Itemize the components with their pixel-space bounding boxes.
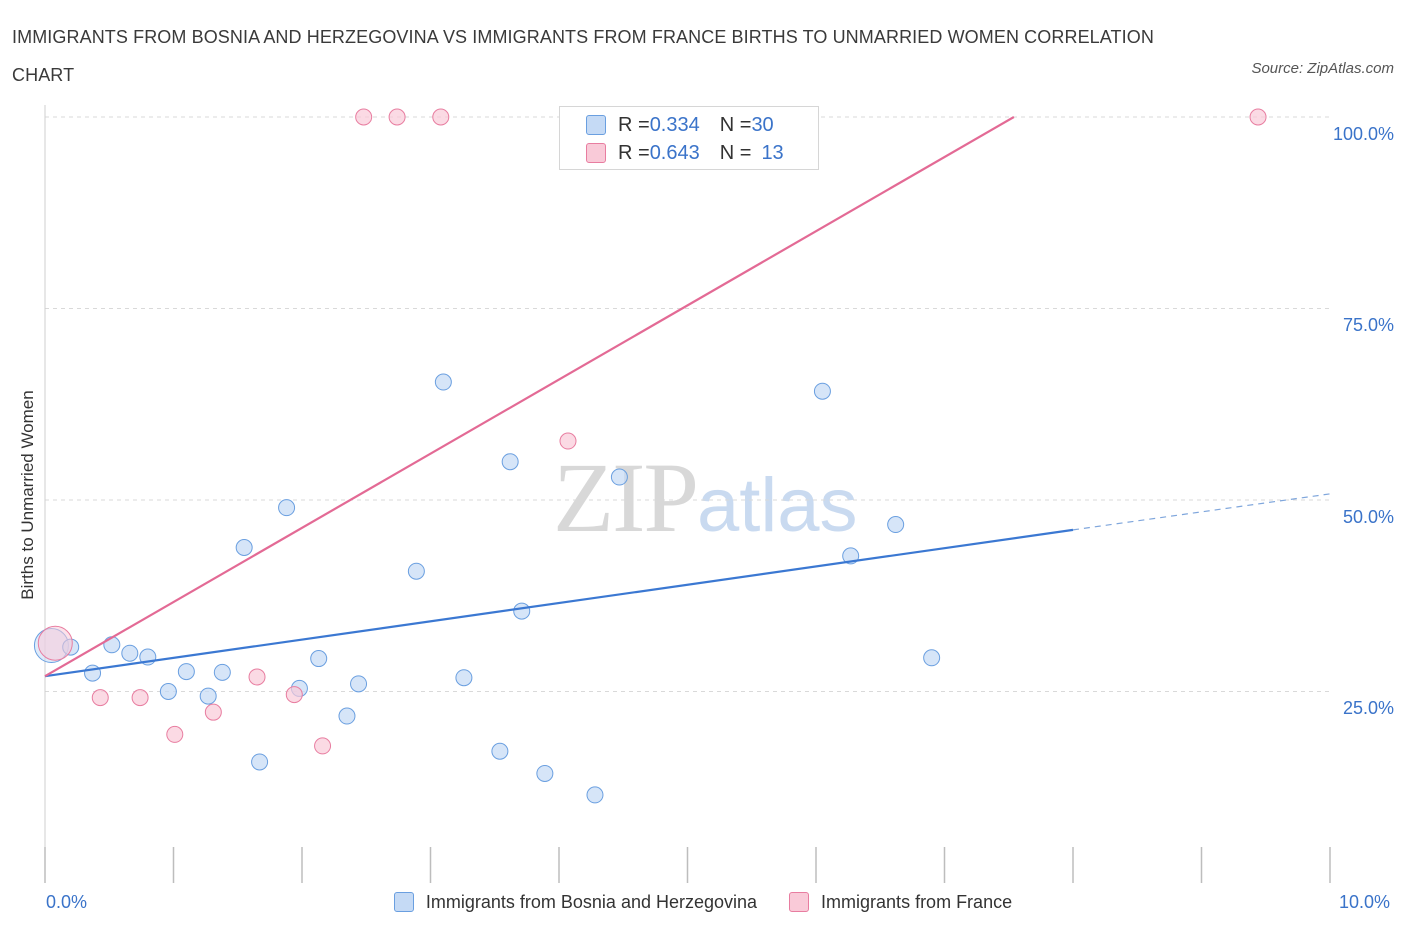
france-point-4 [204,703,222,721]
legend-n-label: N = [719,113,752,136]
legend-r-label: R = [618,113,650,136]
france-point-7 [314,737,332,755]
france-point-12 [1249,108,1267,126]
bosnia-point-16 [350,675,368,693]
series-legend: Immigrants from Bosnia and Herzegovina I… [0,888,1406,916]
watermark-zip: ZIP [553,442,699,553]
bosnia-trend-extension [1072,493,1331,531]
bosnia-point-28 [887,516,905,534]
watermark: ZIPatlas [553,440,858,555]
france-point-0 [37,625,73,661]
france-point-8 [355,108,373,126]
bosnia-point-12 [278,499,296,517]
legend-r-label: R = [618,141,650,164]
france-point-5 [248,668,266,686]
bosnia-point-22 [513,602,531,620]
source-note: Source: ZipAtlas.com [1251,60,1394,77]
legend-n-label: N = [719,141,752,164]
france-trend-line [44,116,1015,678]
x-tick-label-min: 0.0% [46,892,88,912]
bosnia-point-9 [213,663,231,681]
y-tick-label-50: 50.0% [1342,507,1394,527]
france-point-11 [559,432,577,450]
y-tick-label-75: 75.0% [1342,315,1394,335]
bosnia-point-15 [338,707,356,725]
x-tick-label-max: 10.0% [1339,892,1391,912]
y-tick-label-25: 25.0% [1342,698,1394,718]
y-tick-label-100: 100.0% [1332,124,1394,144]
series-legend-bosnia: Immigrants from Bosnia and Herzegovina [393,888,758,916]
france-point-3 [166,725,184,743]
watermark-atlas: atlas [697,463,858,548]
france-point-6 [285,686,303,704]
series-legend-france: Immigrants from France [789,888,1012,916]
chart-title: IMMIGRANTS FROM BOSNIA AND HERZEGOVINA V… [12,27,1154,85]
bosnia-point-21 [501,453,519,471]
bosnia-point-14 [310,650,328,668]
legend-row-bosnia: R = 0.334 N = 30 [586,113,774,137]
bosnia-trend-line [44,528,1074,678]
bosnia-point-26 [813,382,831,400]
bosnia-point-23 [536,764,554,782]
bosnia-point-3 [103,636,121,654]
legend-r-value: 0.643 [649,141,700,164]
legend-swatch-bosnia [586,115,606,135]
bosnia-point-11 [251,753,269,771]
france-point-2 [131,689,149,707]
bosnia-point-29 [923,649,941,667]
bosnia-point-8 [199,687,217,705]
legend-n-value: 30 [751,113,774,136]
france-point-1 [91,689,109,707]
france-point-9 [388,108,406,126]
bosnia-point-20 [491,742,509,760]
legend-r-value: 0.334 [649,113,700,136]
bosnia-point-19 [455,669,473,687]
bosnia-point-25 [610,468,628,486]
legend-row-france: R = 0.643 N = 13 [586,141,784,165]
series-swatch-bosnia [393,892,414,912]
series-swatch-france [789,892,810,912]
series-name-bosnia: Immigrants from Bosnia and Herzegovina [425,891,758,912]
legend-swatch-france [586,143,606,163]
bosnia-point-24 [586,786,604,804]
bosnia-point-17 [407,562,425,580]
bosnia-point-6 [159,683,177,700]
france-point-10 [432,108,450,126]
correlation-legend: R = 0.334 N = 30 R = 0.643 N = 13 [559,106,819,170]
series-name-france: Immigrants from France [821,891,1013,912]
bosnia-point-7 [177,663,195,681]
bosnia-point-4 [121,644,139,662]
bosnia-point-10 [235,538,253,556]
legend-n-value: 13 [761,141,784,164]
bosnia-point-18 [434,373,452,391]
